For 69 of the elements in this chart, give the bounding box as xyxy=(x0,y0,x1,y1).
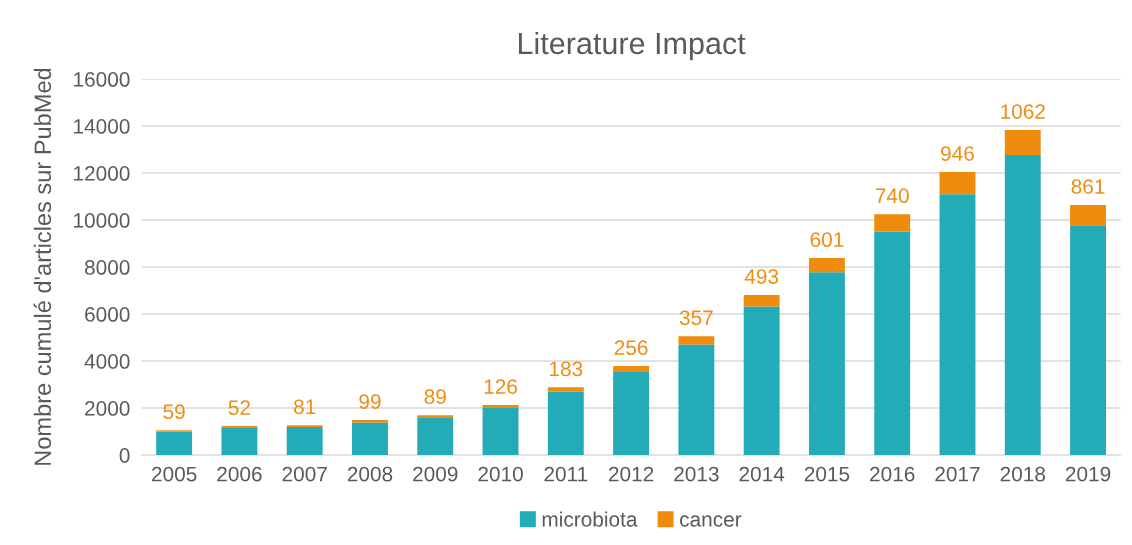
data-label: 99 xyxy=(359,394,381,410)
x-tick-label: 2012 xyxy=(608,466,654,482)
data-label: 126 xyxy=(484,379,517,395)
legend-label: cancer xyxy=(680,515,742,527)
bar xyxy=(417,415,454,418)
x-tick-label: 2006 xyxy=(217,466,262,482)
data-label: 183 xyxy=(550,361,583,377)
data-label: 493 xyxy=(744,269,779,284)
data-label: 52 xyxy=(228,400,250,416)
bar xyxy=(221,427,258,456)
data-label: 59 xyxy=(163,404,185,420)
bar xyxy=(1070,225,1106,456)
x-tick-label: 2009 xyxy=(413,466,458,482)
chart-title: Literature Impact xyxy=(518,31,746,61)
bar xyxy=(743,294,780,307)
bar xyxy=(874,214,911,232)
x-tick-label: 2007 xyxy=(282,466,327,482)
legend-label: microbiota xyxy=(542,511,638,527)
bar xyxy=(808,272,845,456)
x-tick-label: 2016 xyxy=(870,466,915,482)
x-tick-label: 2008 xyxy=(347,466,393,482)
data-label: 740 xyxy=(875,188,909,204)
y-tick-label: 10000 xyxy=(74,213,130,228)
x-tick-label: 2014 xyxy=(739,466,785,482)
y-tick-label: 12000 xyxy=(74,166,130,181)
bar xyxy=(417,417,454,456)
bar xyxy=(286,427,323,456)
y-tick-label: 16000 xyxy=(74,72,130,87)
data-label: 601 xyxy=(810,232,844,248)
bar xyxy=(1004,129,1041,155)
data-label: 1062 xyxy=(1001,104,1045,119)
bar xyxy=(1070,204,1106,226)
y-tick-label: 4000 xyxy=(84,354,130,369)
bar xyxy=(678,344,715,456)
x-tick-label: 2010 xyxy=(478,466,523,482)
bar xyxy=(547,391,584,456)
y-tick-label: 8000 xyxy=(84,260,130,275)
bar xyxy=(547,387,584,392)
y-tick-label: 6000 xyxy=(85,307,130,322)
x-tick-label: 2013 xyxy=(674,466,719,482)
x-tick-label: 2011 xyxy=(544,466,588,482)
data-label: 256 xyxy=(614,340,648,356)
data-label: 946 xyxy=(941,146,974,161)
bar xyxy=(613,366,650,373)
bar xyxy=(939,194,976,456)
x-tick-label: 2015 xyxy=(804,466,850,482)
bar xyxy=(874,231,911,456)
y-tick-label: 0 xyxy=(119,448,130,463)
bar xyxy=(156,431,193,456)
x-tick-label: 2005 xyxy=(152,466,197,482)
data-label: 89 xyxy=(424,389,446,405)
data-label: 357 xyxy=(679,310,713,326)
x-tick-label: 2018 xyxy=(1000,466,1046,482)
data-label: 861 xyxy=(1071,179,1105,194)
bar xyxy=(808,258,845,273)
bar xyxy=(482,405,519,409)
bar xyxy=(482,408,519,456)
bar xyxy=(352,422,388,456)
bar xyxy=(1004,154,1041,456)
y-tick-label: 2000 xyxy=(85,401,130,416)
x-tick-label: 2019 xyxy=(1065,466,1111,482)
y-tick-label: 14000 xyxy=(74,119,130,134)
bar xyxy=(613,372,650,456)
bar xyxy=(678,336,715,345)
y-axis-title: Nombre cumulé d'articles sur PubMed xyxy=(33,68,52,465)
bar xyxy=(939,171,976,195)
x-tick-label: 2017 xyxy=(935,466,980,482)
data-label: 81 xyxy=(294,399,316,415)
bar xyxy=(743,306,780,456)
